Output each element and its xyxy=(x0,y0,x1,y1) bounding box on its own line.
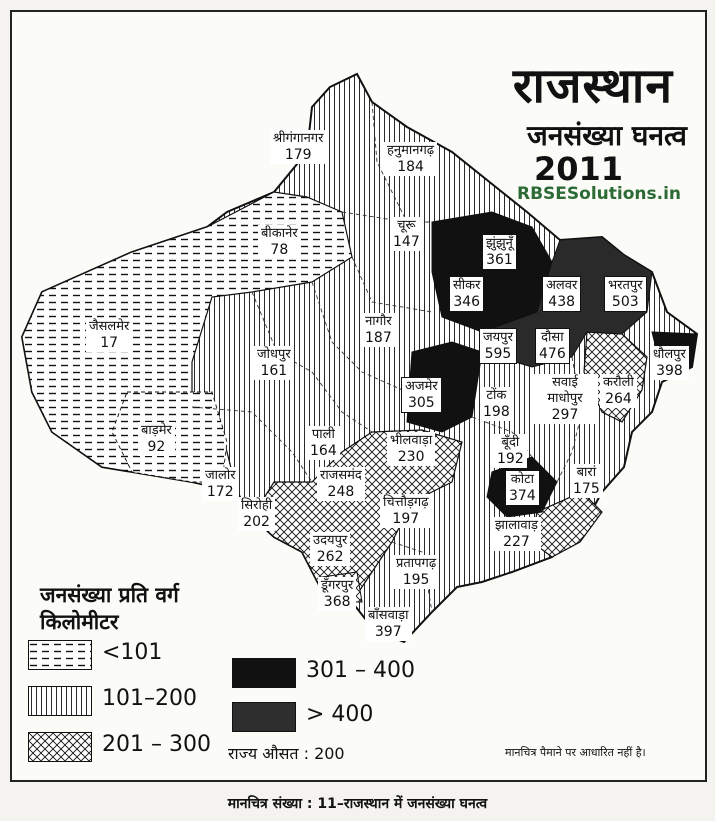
legend-swatch-cross xyxy=(28,732,92,762)
legend-swatch-dark xyxy=(232,702,296,732)
map-year: 2011 xyxy=(533,150,623,188)
district-label: भीलवाड़ा 230 xyxy=(387,432,436,466)
district-label: बाड़मेर 92 xyxy=(138,422,175,456)
district-label: श्रीगंगानगर 179 xyxy=(270,130,327,164)
district-label: सीकर 346 xyxy=(449,276,485,312)
district-label: भरतपुर 503 xyxy=(604,276,647,312)
map-title: राजस्थान xyxy=(512,58,673,114)
district-label: जोधपुर 161 xyxy=(254,346,294,380)
map-subtitle: जनसंख्या घनत्व xyxy=(527,119,687,152)
district-label: धौलपुर 398 xyxy=(650,346,689,380)
district-label: प्रतापगढ़ 195 xyxy=(393,555,440,589)
legend-label: > 400 xyxy=(306,702,374,727)
district-label: नागौर 187 xyxy=(362,313,395,347)
legend-swatch-vertical xyxy=(28,686,92,716)
district-label: टोंक 198 xyxy=(480,387,513,421)
district-label: जैसलमेर 17 xyxy=(86,318,133,352)
district-label: सिरोही 202 xyxy=(238,497,276,531)
state-average: राज्य औसत : 200 xyxy=(228,744,345,763)
district-label: राजसमंद 248 xyxy=(317,467,365,501)
map-frame: राजस्थान जनसंख्या घनत्व 2011 RBSESolutio… xyxy=(10,10,707,782)
district-label: झुंझुनूँ 361 xyxy=(482,234,517,270)
district-label: झालावाड़ 227 xyxy=(492,517,541,551)
district-label: जयपुर 595 xyxy=(479,328,517,364)
legend-swatch-dash xyxy=(28,640,92,670)
district-label: डूँगरपुर 368 xyxy=(318,577,357,611)
district-label: हनुमानगढ़ 184 xyxy=(384,142,438,176)
district-boundaries xyxy=(191,101,583,613)
district-label: सवाई माधोपुर 297 xyxy=(532,374,598,424)
district-label: बूँदी 192 xyxy=(494,434,527,468)
district-label: दौसा 476 xyxy=(535,328,570,364)
district-label: पाली 164 xyxy=(307,426,340,460)
district-label: जालोर 172 xyxy=(202,467,239,501)
legend-label: 301 – 400 xyxy=(306,658,415,683)
district-label: उदयपुर 262 xyxy=(310,532,351,566)
scale-note: मानचित्र पैमाने पर आधारित नहीं है। xyxy=(505,746,646,759)
district-label: अजमेर 305 xyxy=(401,377,442,413)
legend-label: 101–200 xyxy=(102,686,197,711)
district-label: करौली 264 xyxy=(600,374,637,408)
district-label: बीकानेर 78 xyxy=(258,225,301,259)
legend-label: <101 xyxy=(102,640,163,665)
district-label: बाँसवाड़ा 397 xyxy=(365,607,412,641)
district-label: बारां 175 xyxy=(570,464,603,498)
watermark: RBSESolutions.in xyxy=(517,184,681,204)
district-label: चित्तौड़गढ़ 197 xyxy=(380,494,432,528)
district-label: अलवर 438 xyxy=(542,276,582,312)
district-label: चूरू 147 xyxy=(390,217,423,251)
legend-swatch-black xyxy=(232,658,296,688)
district-label: कोटा 374 xyxy=(505,470,540,506)
map-caption: मानचित्र संख्या : 11–राजस्थान में जनसंख्… xyxy=(227,796,488,812)
legend-title: जनसंख्या प्रति वर्ग किलोमीटर xyxy=(40,583,179,634)
legend-label: 201 – 300 xyxy=(102,732,211,757)
